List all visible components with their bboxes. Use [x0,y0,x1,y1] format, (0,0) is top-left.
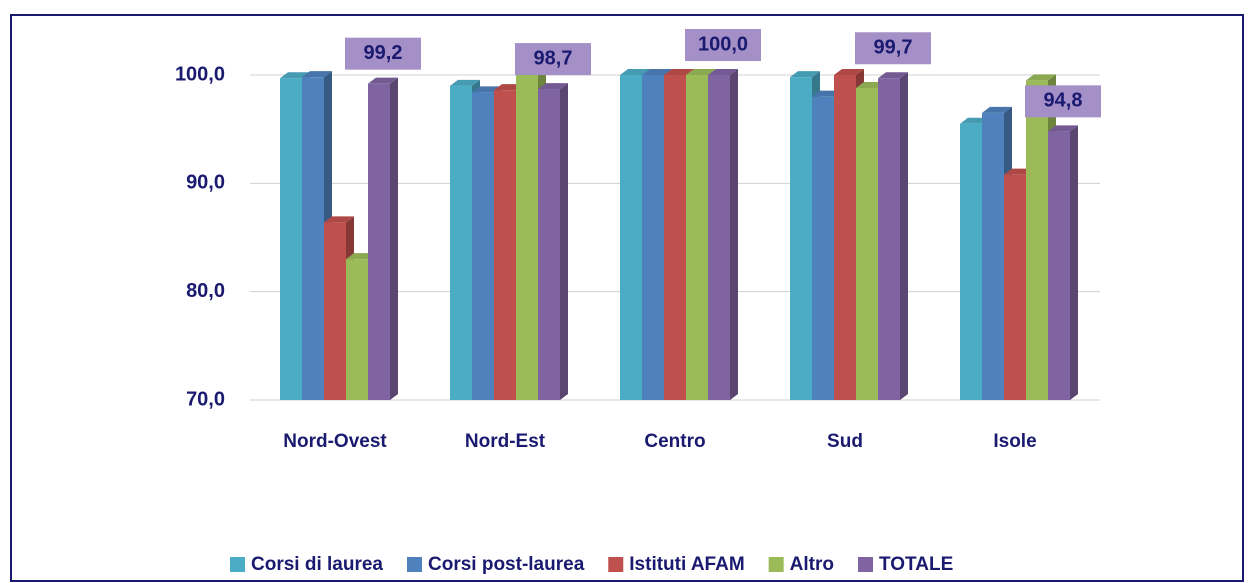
bar-top [982,106,1012,113]
x-tick-label: Sud [827,431,863,452]
y-tick-label: 80,0 [186,280,225,302]
bar-side [560,83,568,400]
bar [302,77,324,401]
bar [472,92,494,400]
bar [620,75,642,400]
legend-swatch [858,557,873,572]
data-label-box [1025,85,1101,118]
bar-side [390,77,398,401]
bar [494,90,516,401]
bar-side [1070,125,1078,400]
legend-swatch [407,557,422,572]
bar-top [368,77,398,84]
data-label-box [515,43,591,76]
bar [686,75,708,400]
bar-top [686,69,716,75]
data-label-box [345,37,421,70]
legend-label: Corsi post-laurea [428,554,585,575]
bar-top [620,69,650,75]
bar-top [1026,74,1056,81]
bar [960,123,982,400]
bar-top [450,79,480,86]
bar-top [324,216,354,223]
bar-top [790,71,820,78]
bar [346,259,368,400]
bar-top [538,83,568,90]
legend-swatch [230,557,245,572]
bar-top [878,72,908,79]
bar-top [1048,125,1078,132]
bar [878,78,900,400]
data-label-box [685,29,761,61]
bar [856,88,878,400]
x-tick-label: Isole [993,431,1036,452]
legend-swatch [608,557,624,572]
bar [812,96,834,401]
legend-label: Altro [790,554,834,575]
bar [642,75,664,400]
legend-label: Istituti AFAM [629,554,744,575]
bar-top [664,69,694,75]
x-tick-label: Nord-Est [465,431,546,452]
bar-side [730,69,738,400]
bar [450,85,472,400]
bar [790,77,812,401]
data-label: 98,7 [534,47,573,69]
bar-top [642,69,672,75]
bar [664,75,686,400]
bar-top [302,71,332,78]
bar [324,222,346,400]
data-label: 94,8 [1044,90,1083,112]
bar [1026,80,1048,401]
y-tick-label: 100,0 [175,63,225,85]
bar [368,83,390,401]
bar [834,75,856,400]
bar [1048,131,1070,401]
bar-top [834,69,864,75]
y-tick-label: 70,0 [186,388,225,410]
data-label: 99,7 [874,37,913,59]
bar-top [280,72,310,79]
data-label-box [855,32,931,65]
bar-top [708,69,738,75]
x-tick-label: Nord-Ovest [283,431,387,452]
legend-swatch [768,557,784,572]
legend-label: TOTALE [879,554,953,575]
data-label: 100,0 [698,33,748,55]
x-tick-label: Centro [644,431,705,452]
y-tick-label: 90,0 [186,172,225,194]
data-label: 99,2 [364,42,403,64]
bar [982,112,1004,401]
bar [516,75,538,400]
bar [280,78,302,400]
bar [708,75,730,400]
bar [1004,174,1026,400]
legend-label: Corsi di laurea [251,554,383,575]
bar-side [900,72,908,400]
bar [538,89,560,400]
